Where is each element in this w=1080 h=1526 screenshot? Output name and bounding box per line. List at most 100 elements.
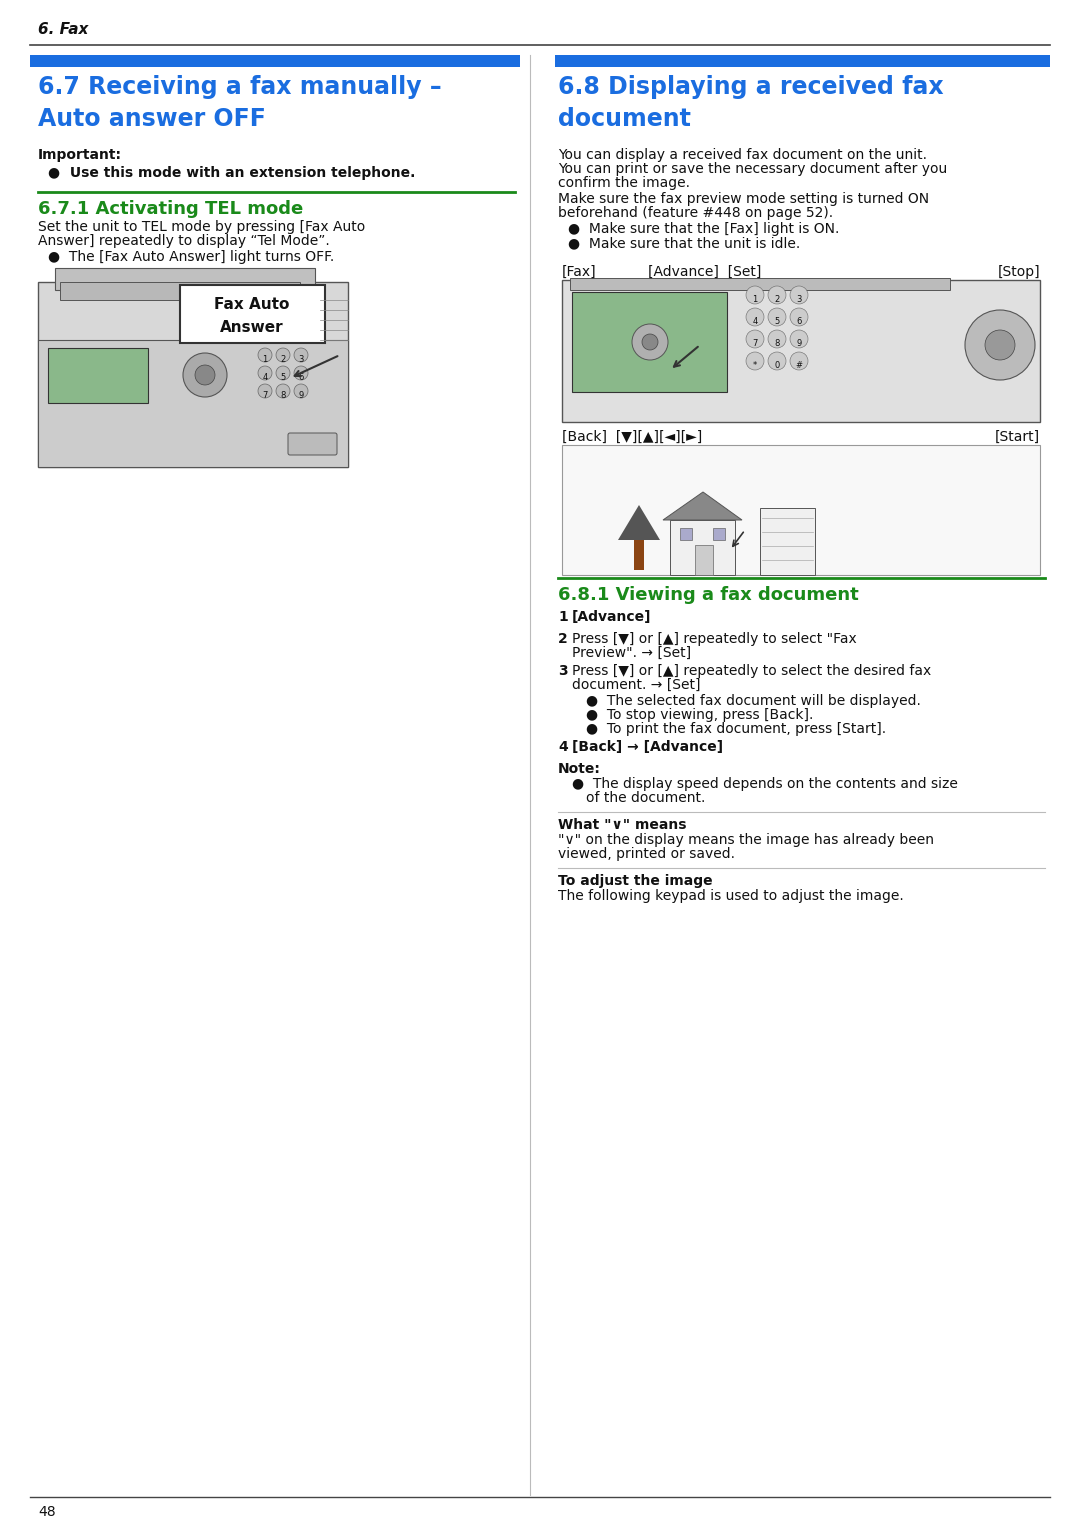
Bar [680,528,692,540]
Circle shape [294,385,308,398]
Bar [562,446,1040,575]
Bar [30,55,519,67]
Polygon shape [663,491,742,520]
Circle shape [746,285,764,304]
Circle shape [632,324,669,360]
Text: You can display a received fax document on the unit.: You can display a received fax document … [558,148,927,162]
Text: "∨" on the display means the image has already been: "∨" on the display means the image has a… [558,833,934,847]
Text: 2: 2 [774,295,780,304]
Text: Auto answer OFF: Auto answer OFF [38,107,266,131]
Text: ●  Use this mode with an extension telephone.: ● Use this mode with an extension teleph… [48,166,416,180]
Text: Press [▼] or [▲] repeatedly to select the desired fax: Press [▼] or [▲] repeatedly to select th… [572,664,931,678]
Text: [Back]  [▼][▲][◄][►]: [Back] [▼][▲][◄][►] [562,430,702,444]
Text: 3: 3 [298,354,303,363]
Circle shape [789,353,808,369]
Circle shape [258,385,272,398]
Text: What "∨" means: What "∨" means [558,818,687,832]
Text: 8: 8 [774,339,780,348]
Circle shape [768,308,786,327]
Text: 6.7 Receiving a fax manually –: 6.7 Receiving a fax manually – [38,75,442,99]
Circle shape [294,366,308,380]
Text: [Advance]: [Advance] [572,610,651,624]
Circle shape [258,348,272,362]
Circle shape [746,353,764,369]
Circle shape [768,330,786,348]
Bar [555,55,1050,67]
Text: ●  Make sure that the unit is idle.: ● Make sure that the unit is idle. [568,237,800,250]
Text: confirm the image.: confirm the image. [558,175,690,191]
Circle shape [276,348,291,362]
Circle shape [985,330,1015,360]
Text: To adjust the image: To adjust the image [558,874,713,888]
Circle shape [966,310,1035,380]
Bar [713,528,725,540]
Text: 4: 4 [753,316,758,325]
Bar [562,279,1040,423]
Text: 9: 9 [298,391,303,400]
Text: 6.7.1 Activating TEL mode: 6.7.1 Activating TEL mode [38,200,303,218]
Text: 6.8.1 Viewing a fax document: 6.8.1 Viewing a fax document [558,586,859,604]
Circle shape [195,365,215,385]
Text: 6. Fax: 6. Fax [38,21,89,37]
Text: [Advance]  [Set]: [Advance] [Set] [648,266,761,279]
Text: [Stop]: [Stop] [997,266,1040,279]
Text: Note:: Note: [558,761,600,777]
Text: ●  The selected fax document will be displayed.: ● The selected fax document will be disp… [586,694,921,708]
Text: *: * [753,360,757,369]
Text: 6: 6 [796,316,801,325]
Bar [696,545,713,575]
Text: Set the unit to TEL mode by pressing [Fax Auto: Set the unit to TEL mode by pressing [Fa… [38,220,365,233]
Text: document: document [558,107,691,131]
Text: 1: 1 [753,295,758,304]
Bar [634,540,644,571]
Text: 2: 2 [558,632,568,645]
Circle shape [183,353,227,397]
Circle shape [642,334,658,349]
Text: [Start]: [Start] [995,430,1040,444]
Text: [Fax]: [Fax] [562,266,596,279]
Text: 9: 9 [796,339,801,348]
Bar [38,340,348,467]
Text: 5: 5 [281,372,285,382]
Circle shape [258,366,272,380]
Text: Fax Auto: Fax Auto [214,298,289,311]
Text: 3: 3 [796,295,801,304]
Bar [570,278,950,290]
Text: viewed, printed or saved.: viewed, printed or saved. [558,847,735,861]
Circle shape [746,330,764,348]
Bar [38,282,348,467]
Text: 0: 0 [774,360,780,369]
Text: beforehand (feature #448 on page 52).: beforehand (feature #448 on page 52). [558,206,833,220]
Text: ●  The [Fax Auto Answer] light turns OFF.: ● The [Fax Auto Answer] light turns OFF. [48,250,334,264]
Text: The following keypad is used to adjust the image.: The following keypad is used to adjust t… [558,890,904,903]
Circle shape [789,330,808,348]
Text: Press [▼] or [▲] repeatedly to select "Fax: Press [▼] or [▲] repeatedly to select "F… [572,632,856,645]
Text: 3: 3 [558,664,568,678]
Text: You can print or save the necessary document after you: You can print or save the necessary docu… [558,162,947,175]
Text: Preview". → [Set]: Preview". → [Set] [572,645,691,661]
Text: 6: 6 [298,372,303,382]
Bar [48,348,148,403]
Bar [180,285,325,343]
Text: 6.8 Displaying a received fax: 6.8 Displaying a received fax [558,75,944,99]
Circle shape [789,308,808,327]
Text: ●  Make sure that the [Fax] light is ON.: ● Make sure that the [Fax] light is ON. [568,221,839,237]
Text: ●  To print the fax document, press [Start].: ● To print the fax document, press [Star… [586,722,886,736]
Bar [60,282,300,301]
Text: ●  To stop viewing, press [Back].: ● To stop viewing, press [Back]. [586,708,813,722]
Text: document. → [Set]: document. → [Set] [572,678,701,691]
Text: 48: 48 [38,1505,56,1518]
Text: 4: 4 [262,372,268,382]
Text: #: # [796,360,802,369]
Bar [55,269,315,290]
Circle shape [294,348,308,362]
Text: ●  The display speed depends on the contents and size: ● The display speed depends on the conte… [572,777,958,790]
Text: 4: 4 [558,740,568,754]
Text: 1: 1 [558,610,568,624]
Circle shape [276,385,291,398]
Bar [572,291,727,392]
Circle shape [789,285,808,304]
Circle shape [276,366,291,380]
Bar [670,520,735,575]
Text: 7: 7 [753,339,758,348]
